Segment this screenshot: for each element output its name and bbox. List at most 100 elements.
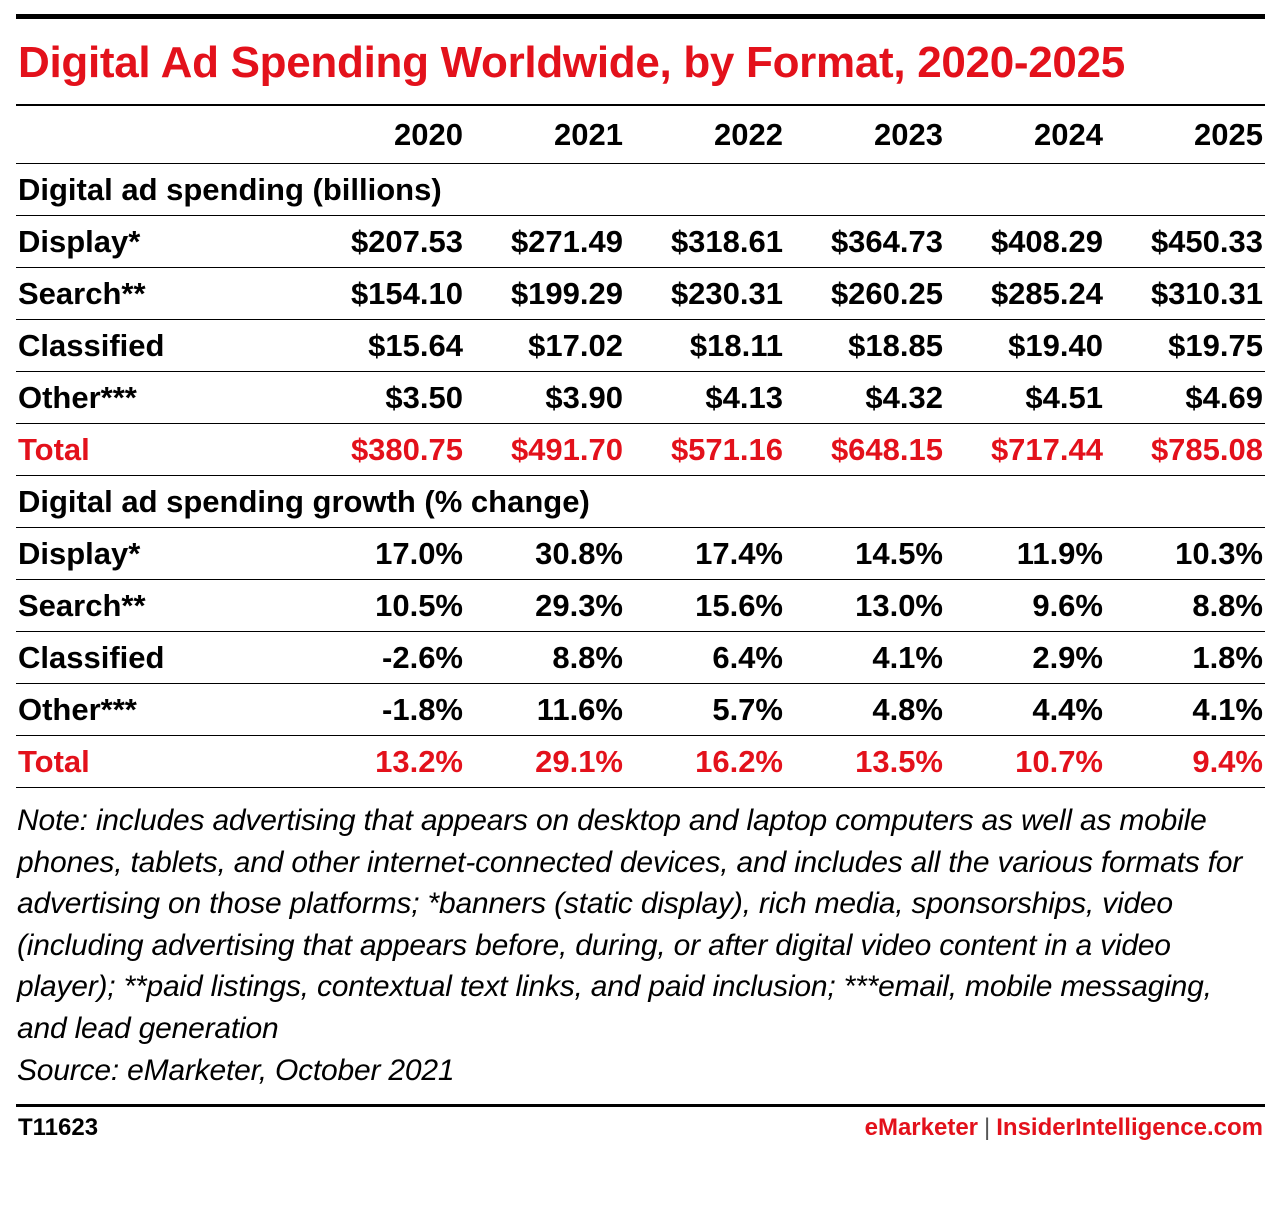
header-blank — [16, 106, 305, 164]
total-row: Total $380.75 $491.70 $571.16 $648.15 $717.44… — [16, 423, 1265, 476]
footnote: Note: includes advertising that appears … — [17, 800, 1265, 1091]
table-cell: 11.6% — [465, 683, 625, 736]
section-heading: Digital ad spending (billions) — [16, 163, 1265, 216]
table-cell: 4.8% — [785, 683, 945, 736]
table-cell: $207.53 — [305, 215, 465, 268]
table-cell: $3.50 — [305, 371, 465, 424]
table-row: Display* $207.53 $271.49 $318.61 $364.73 $408… — [16, 215, 1265, 268]
table-cell: $4.51 — [945, 371, 1105, 424]
title-rule — [16, 104, 1265, 106]
row-label: Total — [16, 735, 305, 788]
header-row: 2020 2021 2022 2023 2024 2025 — [16, 106, 1265, 164]
table-row: Search** 10.5% 29.3% 15.6% 13.0% 9.6% 8.8% — [16, 579, 1265, 632]
table-cell: 9.4% — [1105, 735, 1265, 788]
table-cell: $154.10 — [305, 267, 465, 320]
table-cell: 29.1% — [465, 735, 625, 788]
row-label: Search** — [16, 267, 305, 320]
table-cell: 13.5% — [785, 735, 945, 788]
row-label: Other*** — [16, 683, 305, 736]
chart-title: Digital Ad Spending Worldwide, by Format… — [18, 38, 1125, 87]
brand-logo: eMarketer | InsiderIntelligence.com — [865, 1114, 1263, 1142]
table-cell: $571.16 — [625, 423, 785, 476]
column-header: 2025 — [1105, 106, 1265, 164]
chart-card: Digital Ad Spending Worldwide, by Format… — [16, 14, 1265, 1147]
column-header: 2024 — [945, 106, 1105, 164]
table-cell: $4.32 — [785, 371, 945, 424]
table-cell: $450.33 — [1105, 215, 1265, 268]
table-cell: $19.40 — [945, 319, 1105, 372]
table-cell: 1.8% — [1105, 631, 1265, 684]
table-cell: $260.25 — [785, 267, 945, 320]
table-cell: 10.5% — [305, 579, 465, 632]
table-cell: 2.9% — [945, 631, 1105, 684]
column-header: 2023 — [785, 106, 945, 164]
table-cell: $717.44 — [945, 423, 1105, 476]
table-cell: $18.11 — [625, 319, 785, 372]
table-cell: -2.6% — [305, 631, 465, 684]
chart-id: T11623 — [18, 1114, 99, 1142]
table-cell: $4.13 — [625, 371, 785, 424]
table-cell: $230.31 — [625, 267, 785, 320]
table-cell: 13.0% — [785, 579, 945, 632]
table-cell: $491.70 — [465, 423, 625, 476]
table-cell: 16.2% — [625, 735, 785, 788]
section-heading-row: Digital ad spending (billions) — [16, 163, 1265, 216]
column-header: 2022 — [625, 106, 785, 164]
table-cell: $4.69 — [1105, 371, 1265, 424]
section-heading-row: Digital ad spending growth (% change) — [16, 475, 1265, 528]
table-row: Search** $154.10 $199.29 $230.31 $260.25 $285… — [16, 267, 1265, 320]
table-cell: 17.0% — [305, 527, 465, 580]
table-cell: $408.29 — [945, 215, 1105, 268]
row-label: Classified — [16, 319, 305, 372]
row-label: Other*** — [16, 371, 305, 424]
table-cell: 10.3% — [1105, 527, 1265, 580]
source-text: Source: eMarketer, October 2021 — [17, 1053, 455, 1087]
table-cell: 30.8% — [465, 527, 625, 580]
table-cell: $785.08 — [1105, 423, 1265, 476]
table-cell: 6.4% — [625, 631, 785, 684]
total-row: Total 13.2% 29.1% 16.2% 13.5% 10.7% 9.4% — [16, 735, 1265, 788]
table-cell: 15.6% — [625, 579, 785, 632]
table-row: Classified -2.6% 8.8% 6.4% 4.1% 2.9% 1.8% — [16, 631, 1265, 684]
table-cell: $364.73 — [785, 215, 945, 268]
column-header: 2020 — [305, 106, 465, 164]
row-label: Classified — [16, 631, 305, 684]
table-cell: $648.15 — [785, 423, 945, 476]
table-cell: 8.8% — [465, 631, 625, 684]
row-label: Display* — [16, 527, 305, 580]
table-cell: -1.8% — [305, 683, 465, 736]
table-cell: $199.29 — [465, 267, 625, 320]
footer: T11623 eMarketer | InsiderIntelligence.com — [16, 1107, 1265, 1147]
table-row: Other*** -1.8% 11.6% 5.7% 4.8% 4.4% 4.1% — [16, 683, 1265, 736]
table-cell: 4.1% — [785, 631, 945, 684]
table-cell: 5.7% — [625, 683, 785, 736]
table-cell: $271.49 — [465, 215, 625, 268]
table-cell: 9.6% — [945, 579, 1105, 632]
table-cell: 10.7% — [945, 735, 1105, 788]
table-cell: 4.4% — [945, 683, 1105, 736]
table-cell: $3.90 — [465, 371, 625, 424]
table-row: Classified $15.64 $17.02 $18.11 $18.85 $19.40… — [16, 319, 1265, 372]
table-cell: 17.4% — [625, 527, 785, 580]
data-table: 2020 2021 2022 2023 2024 2025 Digital ad… — [16, 106, 1265, 788]
table-cell: $15.64 — [305, 319, 465, 372]
table-cell: 4.1% — [1105, 683, 1265, 736]
note-text: Note: includes advertising that appears … — [17, 804, 1243, 1045]
brand-insiderintelligence: InsiderIntelligence.com — [996, 1114, 1263, 1142]
brand-separator: | — [984, 1114, 991, 1142]
table-cell: 8.8% — [1105, 579, 1265, 632]
table-cell: $310.31 — [1105, 267, 1265, 320]
row-label: Search** — [16, 579, 305, 632]
table-cell: $17.02 — [465, 319, 625, 372]
column-header: 2021 — [465, 106, 625, 164]
table-cell: 13.2% — [305, 735, 465, 788]
table-cell: $18.85 — [785, 319, 945, 372]
row-label: Total — [16, 423, 305, 476]
table-row: Other*** $3.50 $3.90 $4.13 $4.32 $4.51 $4.69 — [16, 371, 1265, 424]
table-body: 2020 2021 2022 2023 2024 2025 Digital ad… — [16, 106, 1265, 788]
table-cell: $285.24 — [945, 267, 1105, 320]
bottom-rule — [16, 1104, 1265, 1108]
section-heading: Digital ad spending growth (% change) — [16, 475, 1265, 528]
table-row: Display* 17.0% 30.8% 17.4% 14.5% 11.9% 10.3% — [16, 527, 1265, 580]
table-cell: $19.75 — [1105, 319, 1265, 372]
